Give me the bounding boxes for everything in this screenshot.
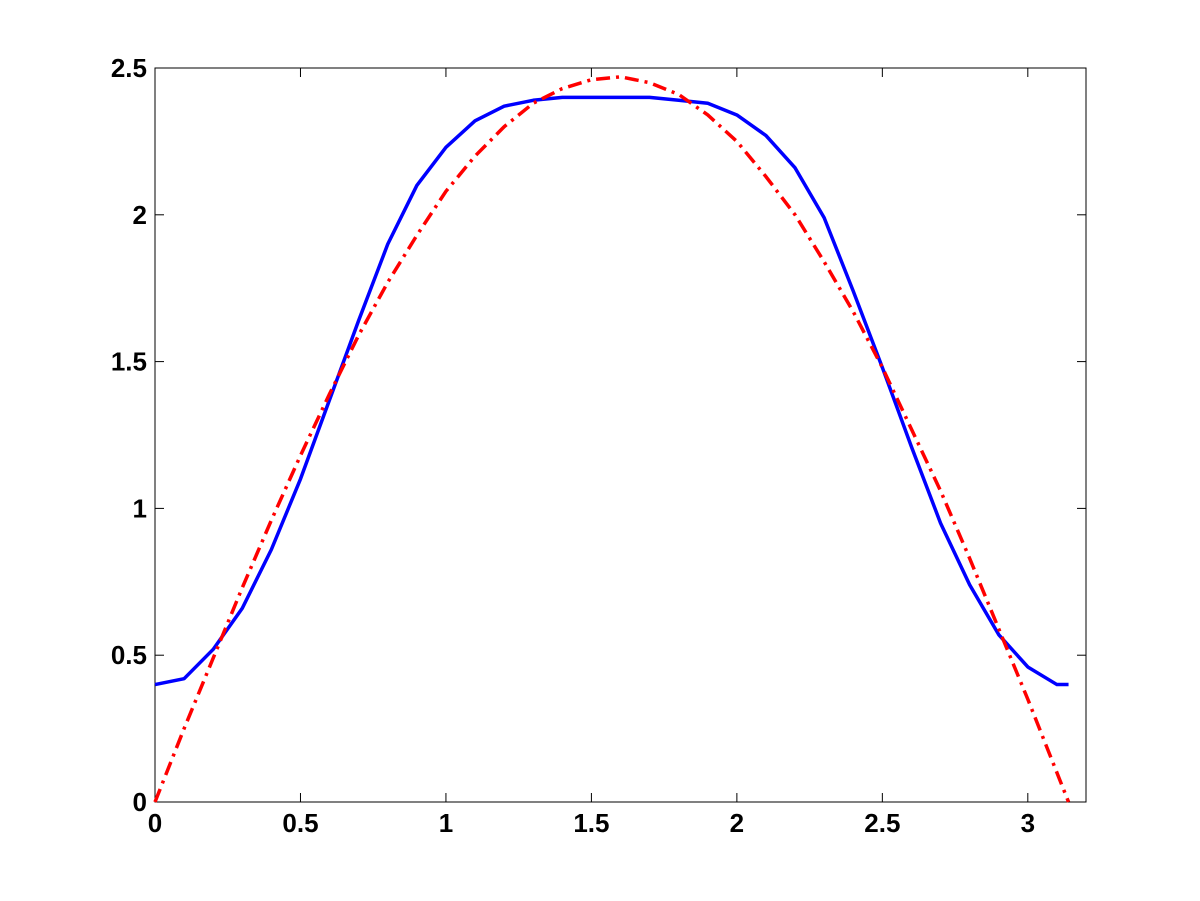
y-tick-label: 2	[133, 200, 147, 230]
x-tick-label: 2	[730, 808, 744, 838]
plot-box	[154, 67, 1087, 803]
x-tick-label: 1	[439, 808, 453, 838]
x-tick-label: 3	[1021, 808, 1035, 838]
x-tick-label: 2.5	[864, 808, 900, 838]
y-tick-label: 2.5	[111, 53, 147, 83]
y-tick-label: 0.5	[111, 640, 147, 670]
x-tick-label: 0	[148, 808, 162, 838]
line-series	[154, 95, 1069, 687]
x-tick-label: 0.5	[282, 808, 318, 838]
x-tick-label: 1.5	[573, 808, 609, 838]
y-tick-label: 1	[133, 493, 147, 523]
line-series	[153, 75, 1071, 803]
y-tick-label: 1.5	[111, 347, 147, 377]
y-tick-label: 0	[133, 787, 147, 817]
